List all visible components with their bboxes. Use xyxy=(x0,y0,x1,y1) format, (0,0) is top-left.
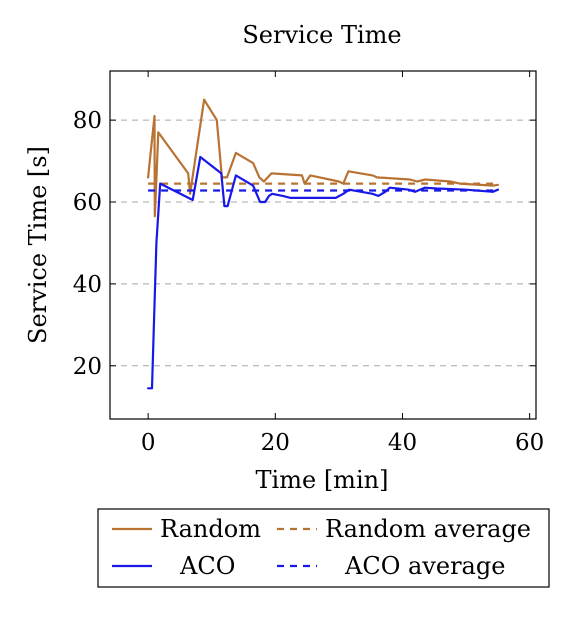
legend-label-aco: ACO xyxy=(179,552,235,580)
y-axis-label: Service Time [s] xyxy=(24,146,52,344)
axis-ticks: 20 40 60 80 0 20 40 60 xyxy=(73,71,544,456)
y-tick-label-20: 20 xyxy=(73,354,102,380)
grid-lines xyxy=(110,119,536,367)
x-tick-label-20: 20 xyxy=(261,430,290,456)
chart-title: Service Time xyxy=(242,21,401,49)
legend: Random Random average ACO ACO average xyxy=(97,508,550,588)
series-line-aco xyxy=(147,155,499,390)
legend-box xyxy=(97,508,550,588)
legend-label-aco-average: ACO average xyxy=(344,552,505,580)
y-tick-label-60: 60 xyxy=(73,190,102,216)
y-tick-label-80: 80 xyxy=(73,108,102,134)
x-tick-label-0: 0 xyxy=(141,430,156,456)
y-tick-label-40: 40 xyxy=(73,272,102,298)
legend-label-random: Random xyxy=(160,515,261,543)
series-line-random xyxy=(147,98,499,218)
legend-label-random-average: Random average xyxy=(325,515,531,543)
plot-area-frame xyxy=(109,70,537,420)
x-tick-label-60: 60 xyxy=(515,430,544,456)
series-layer xyxy=(147,98,499,390)
x-tick-label-40: 40 xyxy=(388,430,417,456)
x-axis-label: Time [min] xyxy=(256,466,389,494)
